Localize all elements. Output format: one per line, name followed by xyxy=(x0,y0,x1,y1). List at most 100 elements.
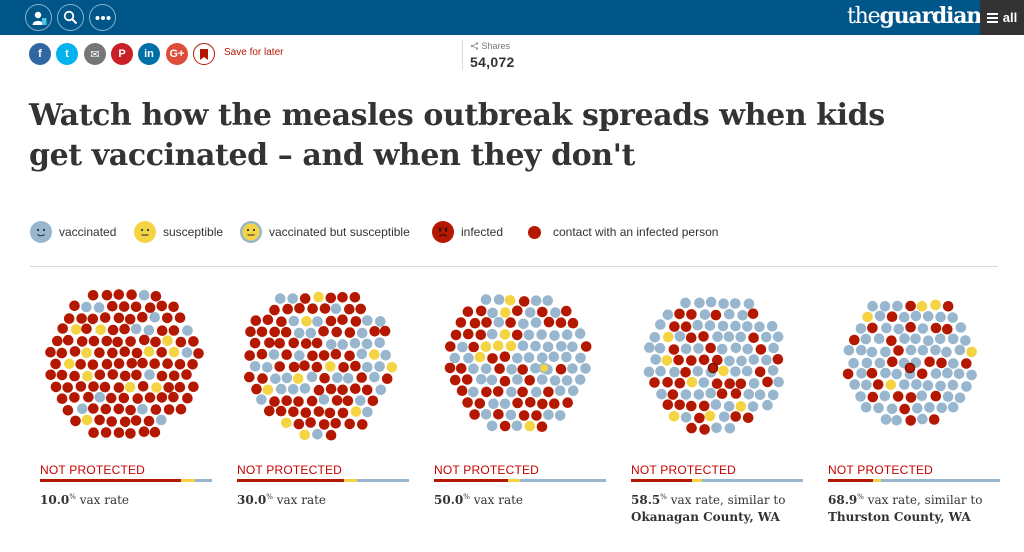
susceptible-dot xyxy=(82,370,93,382)
infected-dot xyxy=(350,383,361,394)
infected-dot xyxy=(300,338,312,349)
vaccinated-dot xyxy=(574,328,586,339)
article-headline: Watch how the measles outbreak spreads w… xyxy=(29,98,885,173)
infected-dot xyxy=(56,347,68,359)
infected-dot xyxy=(543,316,555,328)
susceptible-dot xyxy=(686,376,698,388)
more-icon[interactable] xyxy=(89,4,116,31)
vaccinated-dot xyxy=(873,402,884,414)
infected-dot xyxy=(149,358,160,369)
susceptible-dot xyxy=(143,346,155,357)
legend-item-infected: infected xyxy=(432,219,503,245)
profile-icon[interactable] xyxy=(25,4,52,31)
vaccinated-dot xyxy=(767,365,779,376)
infected-dot xyxy=(105,392,117,404)
population-share-bar xyxy=(631,479,803,482)
vaccinated-dot xyxy=(130,323,142,335)
infected-dot xyxy=(69,370,80,382)
legend-item-vaccinated: vaccinated xyxy=(30,219,116,245)
save-for-later-link[interactable]: Save for later xyxy=(224,47,284,58)
vaccinated-dot xyxy=(953,368,965,380)
vaccinated-dot xyxy=(748,354,760,365)
infected-dot xyxy=(281,349,292,360)
vaccinated-dot xyxy=(536,374,548,385)
vaccinated-dot xyxy=(523,352,535,363)
vaccinated-dot xyxy=(880,346,891,358)
protection-status: NOT PROTECTED xyxy=(237,463,343,477)
vaccinated-dot xyxy=(374,361,385,372)
highlighted-dot xyxy=(538,362,550,374)
susceptible-dot xyxy=(95,324,106,335)
vaccinated-dot xyxy=(542,341,554,353)
vaccinated-dot xyxy=(942,391,954,402)
infected-dot xyxy=(113,358,125,369)
infected-dot xyxy=(125,336,136,347)
vaccinated-dot xyxy=(692,366,704,377)
infected-dot xyxy=(536,421,548,432)
vaccinated-bar-segment xyxy=(357,479,409,482)
infected-dot xyxy=(88,335,100,347)
linkedin-share-button[interactable]: in xyxy=(138,43,160,65)
vaccinated-dot xyxy=(332,372,343,383)
percent-sign: % xyxy=(69,493,76,501)
infected-dot xyxy=(905,392,917,403)
vaccinated-dot xyxy=(550,307,561,318)
susceptible-dot xyxy=(966,346,977,358)
vaccinated-dot xyxy=(880,367,891,379)
infected-dot xyxy=(555,317,567,328)
infected-dot xyxy=(961,358,972,369)
infected-dot xyxy=(56,393,68,404)
infected-dot xyxy=(150,291,162,302)
infected-dot xyxy=(331,395,343,406)
twitter-share-button[interactable]: t xyxy=(56,43,78,65)
vaccinated-dot xyxy=(536,329,547,340)
vaccinated-dot xyxy=(567,363,578,374)
infected-dot xyxy=(174,381,186,393)
vaccinated-dot xyxy=(762,399,773,411)
vaccinated-dot xyxy=(917,345,929,356)
infected-dot xyxy=(250,315,262,326)
google-plus-share-button[interactable]: G+ xyxy=(166,43,188,65)
infected-dot xyxy=(101,289,113,301)
vaccinated-susceptible-face-icon xyxy=(240,221,262,243)
susceptible-dot xyxy=(151,382,162,393)
infected-dot xyxy=(469,409,480,420)
facebook-share-button[interactable]: f xyxy=(29,43,51,65)
search-icon[interactable] xyxy=(57,4,84,31)
infected-dot xyxy=(144,302,156,313)
vaccinated-dot xyxy=(680,297,691,309)
infected-dot xyxy=(288,406,299,418)
infected-dot xyxy=(357,419,368,430)
top-navigation-bar: theguardian all xyxy=(0,0,1024,35)
infected-dot xyxy=(45,369,56,381)
pinterest-share-button[interactable]: P xyxy=(111,43,133,65)
vaccinated-dot xyxy=(318,394,330,405)
infected-dot xyxy=(842,368,854,380)
infected-dot xyxy=(337,292,348,303)
infected-dot xyxy=(119,346,131,357)
population-share-bar xyxy=(434,479,606,482)
guardian-logo[interactable]: theguardian xyxy=(847,3,982,29)
all-sections-button[interactable]: all xyxy=(980,0,1024,35)
infected-dot xyxy=(450,329,462,341)
bookmark-icon[interactable] xyxy=(193,43,215,65)
vaccinated-dot xyxy=(380,349,391,361)
vaccinated-dot xyxy=(874,310,886,322)
infected-dot xyxy=(930,390,942,402)
infected-dot xyxy=(686,400,697,412)
infected-dot xyxy=(512,305,523,317)
vaccinated-dot xyxy=(893,323,904,335)
infected-dot xyxy=(325,315,337,327)
vaccinated-dot xyxy=(655,319,666,330)
infected-dot xyxy=(264,405,275,417)
infected-dot xyxy=(892,391,904,402)
infected-dot xyxy=(475,329,487,341)
vaccinated-dot xyxy=(468,386,479,398)
email-share-button[interactable]: ✉ xyxy=(84,43,106,65)
infected-dot xyxy=(325,292,337,304)
shares-count: 54,072 xyxy=(470,54,515,70)
infected-dot xyxy=(492,386,504,397)
infected-dot xyxy=(137,311,148,323)
vaccinated-dot xyxy=(505,409,517,421)
infected-dot xyxy=(256,348,268,360)
